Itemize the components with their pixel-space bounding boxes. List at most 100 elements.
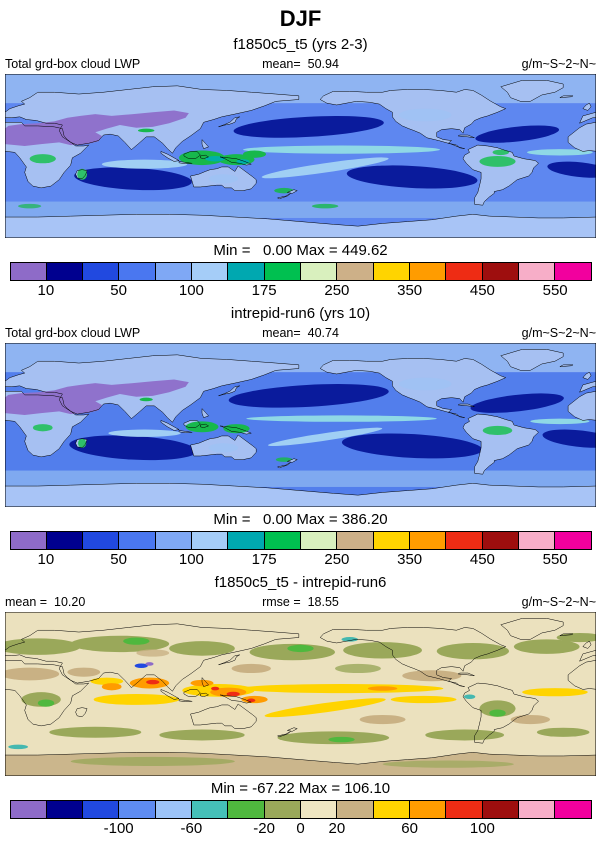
- colorbar-cell: [154, 262, 193, 281]
- colorbar-tick-label: 100: [178, 551, 204, 568]
- colorbar-tick-label: 100: [178, 282, 204, 299]
- minmax-label: Min = -67.22 Max = 106.10: [210, 780, 391, 797]
- world-map-difference: [5, 612, 596, 776]
- rmse-stat: rmse = 18.55: [262, 595, 339, 609]
- colorbar-tick-label: 450: [469, 282, 495, 299]
- colorbar-tick-label: 20: [328, 820, 346, 837]
- colorbar-tick-label: -20: [253, 820, 275, 837]
- mean-stat: mean= 40.74: [262, 326, 339, 340]
- minmax-label: Min = 0.00 Max = 449.62: [213, 242, 388, 259]
- colorbar-cell: [300, 800, 338, 819]
- colorbar-tick-label: -60: [180, 820, 203, 837]
- colorbar-cell: [9, 800, 47, 819]
- colorbar-tick-label: -100: [103, 820, 134, 837]
- units-label: g/m~S~2~N~: [521, 57, 596, 71]
- colorbar-cell: [445, 531, 483, 550]
- colorbar-cell: [82, 800, 120, 819]
- colorbar-cell: [481, 262, 519, 281]
- field-overlay: [5, 377, 513, 453]
- colorbar-cell: [517, 262, 556, 281]
- field-underlay: [5, 343, 596, 487]
- panel-subtitle: f1850c5_t5 - intrepid-run6: [214, 574, 387, 591]
- colorbar-tick-label: 50: [110, 551, 127, 568]
- colorbar-cell: [408, 262, 447, 281]
- colorbar-cell: [408, 800, 447, 819]
- colorbar-cell: [118, 262, 156, 281]
- panel-meta-row: mean = 10.20 rmse = 18.55 g/m~S~2~N~: [5, 595, 596, 611]
- colorbar: [9, 262, 592, 281]
- colorbar-cell: [481, 531, 519, 550]
- colorbar-cell: [554, 531, 592, 550]
- coastlines: [5, 618, 596, 764]
- colorbar-tick-label: 0: [296, 820, 305, 837]
- colorbar-cell: [154, 800, 193, 819]
- colorbar-cell: [336, 800, 374, 819]
- coastlines: [5, 80, 596, 226]
- colorbar-cell: [517, 800, 556, 819]
- colorbar-cell: [372, 262, 410, 281]
- panel-case-run: f1850c5_t5 (yrs 2-3) Total grd-box cloud…: [0, 36, 601, 300]
- colorbar-cell: [118, 531, 156, 550]
- colorbar-cell: [45, 262, 84, 281]
- colorbar-cell: [336, 531, 374, 550]
- colorbar-cell: [372, 531, 410, 550]
- variable-label: Total grd-box cloud LWP: [5, 57, 141, 71]
- colorbar-cell: [227, 531, 265, 550]
- colorbar-cell: [481, 800, 519, 819]
- colorbar-tick-label: 175: [251, 551, 277, 568]
- panel-meta-row: Total grd-box cloud LWP mean= 40.74 g/m~…: [5, 326, 596, 342]
- colorbar-cell: [554, 800, 592, 819]
- map-background: [5, 612, 596, 776]
- colorbar-cell: [300, 531, 338, 550]
- colorbar-tick-label: 10: [37, 551, 55, 568]
- colorbar-cell: [82, 262, 120, 281]
- colorbar-cell: [372, 800, 410, 819]
- variable-label: Total grd-box cloud LWP: [5, 326, 141, 340]
- colorbar: [9, 531, 592, 550]
- field-overlay: [5, 108, 516, 184]
- antarctica: [5, 214, 596, 238]
- page-title: DJF: [279, 6, 322, 31]
- panel-meta-row: Total grd-box cloud LWP mean= 50.94 g/m~…: [5, 57, 596, 73]
- colorbar-tick-label: 350: [397, 551, 423, 568]
- colorbar-tick-label: 550: [542, 282, 568, 299]
- colorbar-cell: [336, 262, 374, 281]
- colorbar-cell: [227, 262, 265, 281]
- colorbar-labels: -100 -60 -20 0 20 60 100: [10, 820, 592, 838]
- colorbar-cell: [227, 800, 265, 819]
- mean-stat: mean= 50.94: [262, 57, 339, 71]
- colorbar-tick-label: 50: [110, 282, 127, 299]
- colorbar-cell: [263, 800, 301, 819]
- colorbar-tick-label: 60: [401, 820, 418, 837]
- colorbar-cell: [554, 262, 592, 281]
- colorbar-cell: [82, 531, 120, 550]
- panel-reference-run: intrepid-run6 (yrs 10) Total grd-box clo…: [0, 305, 601, 569]
- antarctica: [5, 483, 596, 507]
- colorbar-tick-label: 10: [37, 282, 55, 299]
- colorbar-tick-label: 550: [542, 551, 568, 568]
- colorbar-cell: [300, 262, 338, 281]
- colorbar-cell: [263, 531, 301, 550]
- minmax-label: Min = 0.00 Max = 386.20: [213, 511, 388, 528]
- colorbar-tick-label: 250: [324, 282, 350, 299]
- colorbar-labels: 10 50 100 175 250 350 450 550: [10, 282, 592, 300]
- colorbar-cell: [445, 262, 483, 281]
- colorbar-cell: [9, 531, 47, 550]
- colorbar-cell: [408, 531, 447, 550]
- colorbar-tick-label: 350: [397, 282, 423, 299]
- colorbar-tick-label: 100: [469, 820, 495, 837]
- field-underlay: [5, 632, 596, 750]
- panel-subtitle: intrepid-run6 (yrs 10): [230, 305, 371, 322]
- colorbar-tick-label: 250: [324, 551, 350, 568]
- coastlines: [5, 349, 596, 495]
- colorbar-cell: [517, 531, 556, 550]
- units-label: g/m~S~2~N~: [521, 595, 596, 609]
- mean-stat: mean = 10.20: [5, 595, 86, 609]
- colorbar-labels: 10 50 100 175 250 350 450 550: [10, 551, 592, 569]
- colorbar-cell: [45, 800, 84, 819]
- panel-difference: f1850c5_t5 - intrepid-run6 mean = 10.20 …: [0, 574, 601, 838]
- field-overlay: [70, 756, 514, 768]
- units-label: g/m~S~2~N~: [521, 326, 596, 340]
- colorbar-tick-label: 450: [469, 551, 495, 568]
- colorbar-cell: [118, 800, 156, 819]
